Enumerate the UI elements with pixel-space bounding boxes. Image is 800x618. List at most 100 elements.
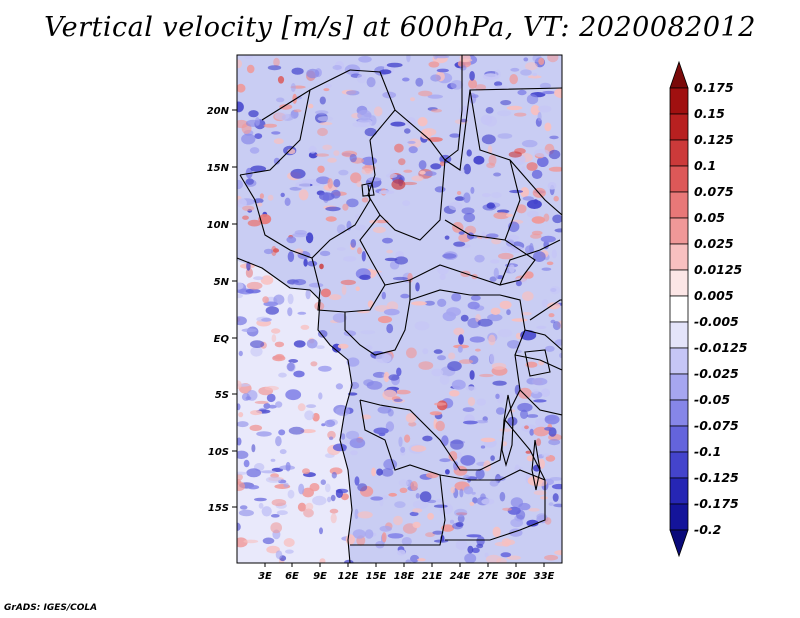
border-cameroon [311,214,386,313]
velocity-blob [285,549,294,554]
x-tick-label: 3E [258,571,272,582]
velocity-blob [361,197,369,203]
velocity-blob [544,426,553,431]
velocity-blob [554,550,562,556]
velocity-blob [364,529,374,539]
velocity-blob [238,509,254,517]
border-libya-egypt [444,55,463,161]
velocity-blob [528,508,540,512]
velocity-blob [302,468,310,475]
velocity-blob [257,202,263,207]
velocity-blob [346,90,360,96]
velocity-blob [354,224,366,231]
velocity-blob [270,514,280,518]
velocity-blob [453,241,466,247]
velocity-blob [527,75,542,79]
velocity-blob [504,539,516,546]
velocity-blob [319,192,335,201]
velocity-blob [532,251,546,262]
velocity-blob [526,94,539,105]
velocity-blob [271,499,287,507]
velocity-blob [405,413,417,423]
velocity-blob [321,423,326,427]
velocity-blob [493,267,499,279]
velocity-blob [425,532,435,538]
x-tick-label: 21E [422,571,443,582]
velocity-blob [506,555,521,560]
velocity-blob [516,204,527,214]
velocity-blob [537,111,542,122]
velocity-blob [260,470,276,474]
velocity-blob [470,295,481,301]
velocity-blob [422,435,433,442]
colorbar [669,60,689,558]
velocity-blob [527,210,539,218]
velocity-blob [473,155,485,165]
colorbar-label: 0.05 [694,210,725,225]
velocity-blob [327,430,336,440]
velocity-blob [290,83,296,92]
velocity-blob [264,385,279,391]
y-axis: 20N 15N 10N 5N EQ 5S 10S 15S [207,106,237,514]
velocity-blob [496,110,512,117]
velocity-blob [381,291,386,300]
velocity-blob [411,301,427,306]
velocity-blob [304,410,315,421]
velocity-blob [535,417,548,428]
velocity-blob [553,195,559,202]
velocity-blob [484,115,497,127]
velocity-blob [551,249,557,259]
velocity-blob [247,485,260,490]
velocity-blob [266,393,276,403]
velocity-blob [529,242,534,254]
velocity-blob [291,67,304,75]
velocity-blob [250,410,263,416]
velocity-blob [548,502,554,506]
velocity-blob [263,123,277,128]
velocity-blob [237,537,248,548]
velocity-blob [332,443,347,452]
velocity-blob [350,381,360,390]
velocity-blob [423,171,437,177]
velocity-blob [418,160,427,170]
velocity-blob [463,212,476,223]
y-tick-label: 15N [207,163,230,174]
velocity-blob [392,276,408,281]
velocity-blob [308,103,314,109]
velocity-blob [547,302,561,310]
velocity-blob [242,205,255,211]
velocity-blob [515,280,522,287]
velocity-blob [418,361,434,370]
velocity-blob [496,557,507,563]
velocity-blob [279,104,293,110]
velocity-blob [454,508,468,517]
colorbar-bin [669,191,689,219]
velocity-blob [417,558,426,562]
colorbar-label: -0.0125 [694,340,748,355]
velocity-blob [323,88,330,92]
velocity-blob [373,106,383,117]
colorbar-label: -0.025 [694,366,739,381]
velocity-blob [499,491,506,502]
velocity-blob [506,309,511,316]
velocity-blob [480,445,486,449]
velocity-blob [350,239,357,248]
velocity-blob [463,163,471,175]
velocity-blob [490,307,501,315]
velocity-blob [244,55,254,59]
velocity-blob [395,389,411,395]
velocity-blob [431,368,444,377]
lake-victoria [524,349,551,377]
velocity-blob [370,496,384,501]
velocity-blob [523,57,529,62]
y-tick-label: 10S [208,447,229,458]
velocity-blob [319,122,333,126]
velocity-blob [419,491,432,503]
velocity-blob [332,313,347,323]
velocity-blob [400,446,406,453]
velocity-blob [249,147,260,154]
velocity-blob [278,429,286,436]
velocity-blob [541,299,549,308]
x-axis: 3E 6E 9E 12E 15E 18E 21E 24E 27E 30E 33E [258,563,555,582]
velocity-blob [319,250,331,257]
